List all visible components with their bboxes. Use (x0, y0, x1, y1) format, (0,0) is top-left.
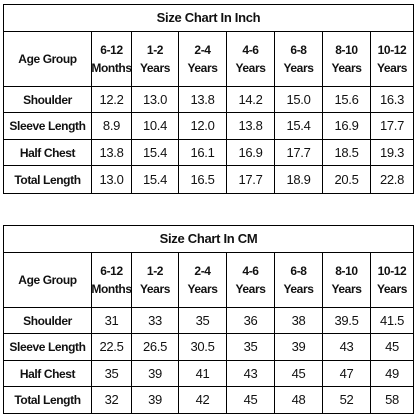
table-title: Size Chart In Inch (3, 4, 414, 32)
row-label: Sleeve Length (3, 112, 92, 140)
value-cell: 15.4 (274, 112, 323, 140)
value-cell: 16.1 (178, 139, 227, 166)
value-cell: 17.7 (370, 112, 414, 140)
value-cell: 13.8 (91, 139, 132, 166)
value-cell: 36 (226, 307, 275, 334)
value-cell: 39.5 (322, 307, 371, 334)
value-cell: 16.9 (226, 139, 275, 166)
value-cell: 45 (370, 333, 414, 361)
value-cell: 45 (226, 386, 275, 414)
value-cell: 13.8 (226, 112, 275, 140)
value-cell: 12.0 (178, 112, 227, 140)
value-cell: 39 (274, 333, 323, 361)
value-cell: 49 (370, 360, 414, 387)
value-cell: 13.0 (131, 86, 179, 113)
value-cell: 41 (178, 360, 227, 387)
value-cell: 35 (91, 360, 132, 387)
header-cell: 2-4 Years (178, 31, 227, 87)
value-cell: 15.4 (131, 165, 179, 194)
value-cell: 35 (178, 307, 227, 334)
header-cell: 8-10 Years (322, 252, 371, 308)
value-cell: 38 (274, 307, 323, 334)
row-label: Total Length (3, 165, 92, 194)
value-cell: 13.0 (91, 165, 132, 194)
row-label: Sleeve Length (3, 333, 92, 361)
value-cell: 39 (131, 386, 179, 414)
header-cell: 4-6 Years (226, 252, 275, 308)
value-cell: 15.0 (274, 86, 323, 113)
header-cell: 8-10 Years (322, 31, 371, 87)
value-cell: 31 (91, 307, 132, 334)
row-label: Total Length (3, 386, 92, 414)
value-cell: 20.5 (322, 165, 371, 194)
row-label: Shoulder (3, 307, 92, 334)
row-label: Half Chest (3, 360, 92, 387)
value-cell: 10.4 (131, 112, 179, 140)
value-cell: 19.3 (370, 139, 414, 166)
value-cell: 16.9 (322, 112, 371, 140)
value-cell: 33 (131, 307, 179, 334)
value-cell: 39 (131, 360, 179, 387)
header-cell: Age Group (3, 252, 92, 308)
value-cell: 48 (274, 386, 323, 414)
value-cell: 15.6 (322, 86, 371, 113)
value-cell: 18.9 (274, 165, 323, 194)
table-title: Size Chart In CM (3, 225, 414, 253)
value-cell: 30.5 (178, 333, 227, 361)
value-cell: 17.7 (226, 165, 275, 194)
value-cell: 47 (322, 360, 371, 387)
header-cell: 4-6 Years (226, 31, 275, 87)
value-cell: 18.5 (322, 139, 371, 166)
value-cell: 22.8 (370, 165, 414, 194)
value-cell: 8.9 (91, 112, 132, 140)
value-cell: 12.2 (91, 86, 132, 113)
value-cell: 17.7 (274, 139, 323, 166)
header-cell: 1-2 Years (131, 31, 179, 87)
header-cell: 1-2 Years (131, 252, 179, 308)
header-cell: 6-8 Years (274, 31, 323, 87)
value-cell: 45 (274, 360, 323, 387)
value-cell: 43 (226, 360, 275, 387)
value-cell: 41.5 (370, 307, 414, 334)
value-cell: 52 (322, 386, 371, 414)
value-cell: 35 (226, 333, 275, 361)
value-cell: 58 (370, 386, 414, 414)
header-cell: 6-12 Months (91, 252, 132, 308)
value-cell: 42 (178, 386, 227, 414)
header-cell: Age Group (3, 31, 92, 87)
row-label: Shoulder (3, 86, 92, 113)
value-cell: 14.2 (226, 86, 275, 113)
value-cell: 15.4 (131, 139, 179, 166)
value-cell: 22.5 (91, 333, 132, 361)
value-cell: 32 (91, 386, 132, 414)
row-label: Half Chest (3, 139, 92, 166)
value-cell: 26.5 (131, 333, 179, 361)
header-cell: 10-12 Years (370, 252, 414, 308)
header-cell: 10-12 Years (370, 31, 414, 87)
header-cell: 6-8 Years (274, 252, 323, 308)
value-cell: 43 (322, 333, 371, 361)
header-cell: 6-12 Months (91, 31, 132, 87)
header-cell: 2-4 Years (178, 252, 227, 308)
value-cell: 16.5 (178, 165, 227, 194)
value-cell: 16.3 (370, 86, 414, 113)
value-cell: 13.8 (178, 86, 227, 113)
